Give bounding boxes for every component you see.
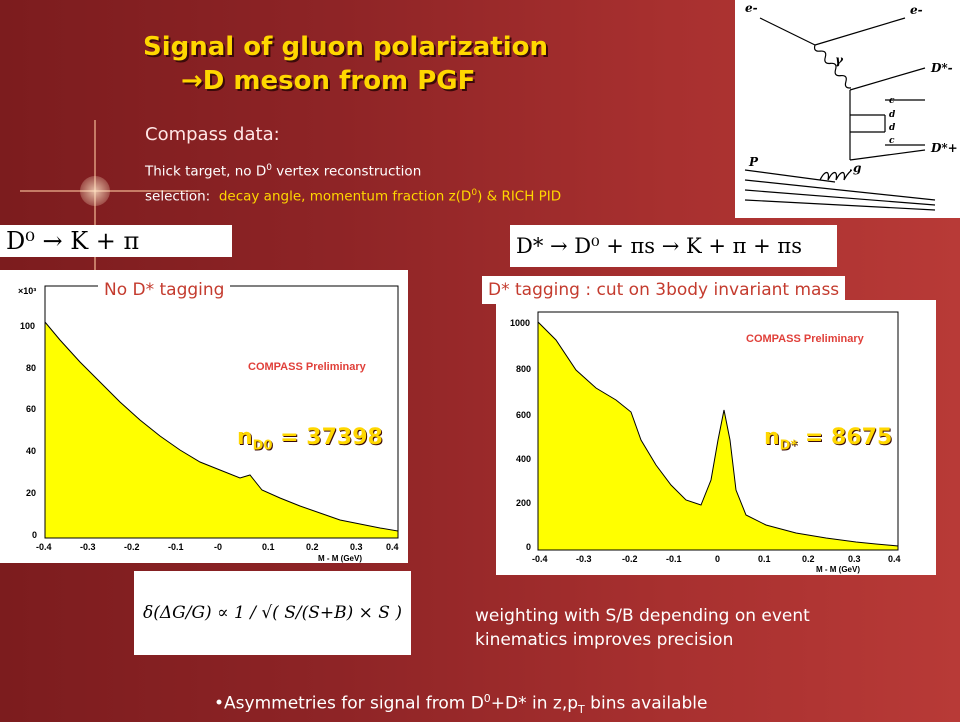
compass-line1-pre: Thick target, no D (145, 163, 267, 180)
footer-sub: T (578, 703, 585, 717)
right-tag: D* tagging : cut on 3body invariant mass (482, 276, 846, 304)
weighting-line2: kinematics improves precision (475, 630, 734, 650)
right-ytick-400: 400 (516, 454, 531, 464)
title-line1: Signal of gluon polarization (143, 32, 549, 62)
left-xlabel: M - M (GeV) (318, 554, 362, 563)
diagram-label-p: P (748, 155, 759, 169)
diagram-label-dstar-minus: D*- (930, 61, 953, 75)
right-count-sub: D* (779, 438, 798, 454)
left-xtick-4: -0.1 (168, 542, 184, 552)
right-watermark: COMPASS Preliminary (746, 333, 865, 345)
left-xtick-6: 0.1 (262, 542, 275, 552)
left-ytick-100: 100 (20, 321, 35, 331)
left-xtick-2: -0.3 (80, 542, 96, 552)
bullet-icon: • (214, 693, 225, 714)
right-plot: 1000 800 600 400 200 0 -0.4 -0.3 -0.2 -0… (496, 300, 936, 575)
title-line2-text: D meson from PGF (202, 66, 476, 96)
left-count-n: n (237, 425, 253, 450)
right-xtick-1: -0.4 (532, 554, 548, 564)
left-ytick-0: 0 (32, 530, 37, 540)
footer-mid: +D* in z,p (490, 693, 579, 714)
left-histogram: ×10³ 100 80 60 40 20 0 -0.4 -0.3 -0.2 -0… (18, 285, 399, 563)
left-watermark: COMPASS Preliminary (248, 361, 367, 373)
right-xtick-5: 0 (715, 554, 720, 564)
diagram-label-d2: d (889, 123, 896, 133)
left-ytick-20: 20 (26, 488, 36, 498)
footer-bullet: •Asymmetries for signal from D0+D* in z,… (214, 687, 707, 722)
right-xtick-9: 0.4 (888, 554, 901, 564)
footer-pre: Asymmetries for signal from D (224, 693, 484, 714)
diagram-label-dstar-plus: D*+ (930, 141, 958, 155)
left-xtick-1: -0.4 (36, 542, 52, 552)
footer-sup: 0 (483, 692, 491, 705)
right-ytick-1000: 1000 (510, 318, 530, 328)
compass-line2-sup: 0 (471, 188, 478, 198)
diagram-label-gamma: γ (835, 53, 844, 67)
compass-heading: Compass data: (145, 124, 280, 145)
diagram-label-d1: d (889, 110, 896, 120)
left-ytick-80: 80 (26, 363, 36, 373)
compass-line1-sup: 0 (266, 163, 272, 173)
left-xtick-3: -0.2 (124, 542, 140, 552)
title-line2: →D meson from PGF (143, 64, 548, 98)
compass-line1-post: vertex reconstruction (271, 163, 422, 180)
right-xtick-8: 0.3 (848, 554, 861, 564)
feynman-svg: e- e- γ D*- c d d c D*+ g P (744, 1, 958, 211)
diagram-label-c2: c (889, 136, 895, 146)
right-xtick-7: 0.2 (802, 554, 815, 564)
left-count-sub: D0 (252, 438, 273, 454)
compass-line2-label: selection: (145, 188, 211, 205)
weighting-line1: weighting with S/B depending on event (475, 606, 810, 626)
slide-title: Signal of gluon polarization →D meson fr… (143, 30, 548, 98)
diagram-label-g: g (853, 161, 861, 175)
arrow-icon: → (181, 66, 203, 96)
left-plot: ×10³ 100 80 60 40 20 0 -0.4 -0.3 -0.2 -0… (0, 270, 408, 563)
left-xtick-5: -0 (214, 542, 222, 552)
diagram-label-e-in: e- (745, 1, 758, 15)
right-count: nD* = 8675 (764, 425, 892, 453)
left-equation: D⁰ → K + π (0, 225, 232, 257)
right-equation: D* → D⁰ + πs → K + π + πs (510, 225, 837, 267)
left-tag: No D* tagging (98, 276, 231, 304)
left-ytick-60: 60 (26, 404, 36, 414)
right-count-value: = 8675 (797, 425, 893, 450)
compass-line2-post: ) & RICH PID (477, 188, 562, 205)
flare-glow (80, 176, 110, 206)
right-xtick-2: -0.3 (576, 554, 592, 564)
footer-post: bins available (584, 693, 708, 714)
right-xlabel: M - M (GeV) (816, 565, 860, 574)
left-count: nD0 = 37398 (237, 425, 383, 453)
left-xtick-8: 0.3 (350, 542, 363, 552)
right-frame (537, 311, 899, 551)
formula-box: δ(ΔG/G) ∝ 1 / √( S/(S+B) × S ) (134, 571, 411, 655)
left-xtick-7: 0.2 (306, 542, 319, 552)
left-xtick-9: 0.4 (386, 542, 399, 552)
compass-line2: selection: decay angle, momentum fractio… (145, 188, 561, 205)
diagram-label-c1: c (889, 96, 895, 106)
right-count-n: n (764, 425, 780, 450)
left-ytick-40: 40 (26, 446, 36, 456)
compass-line2-pre: decay angle, momentum fraction z(D (218, 188, 472, 205)
right-xtick-4: -0.1 (666, 554, 682, 564)
weighting-text: weighting with S/B depending on event ki… (475, 604, 810, 652)
right-histogram: 1000 800 600 400 200 0 -0.4 -0.3 -0.2 -0… (510, 311, 901, 574)
left-count-value: = 37398 (272, 425, 383, 450)
feynman-diagram: e- e- γ D*- c d d c D*+ g P (735, 0, 960, 218)
diagram-label-e-out: e- (910, 3, 923, 17)
right-ytick-600: 600 (516, 410, 531, 420)
flare-horizontal (20, 190, 200, 192)
right-xtick-6: 0.1 (758, 554, 771, 564)
right-ytick-200: 200 (516, 498, 531, 508)
right-ytick-0: 0 (526, 542, 531, 552)
right-ytick-800: 800 (516, 364, 531, 374)
formula-text: δ(ΔG/G) ∝ 1 / √( S/(S+B) × S ) (143, 603, 402, 623)
right-xtick-3: -0.2 (622, 554, 638, 564)
compass-line1: Thick target, no D0 vertex reconstructio… (145, 163, 421, 180)
left-exponent: ×10³ (18, 286, 36, 296)
